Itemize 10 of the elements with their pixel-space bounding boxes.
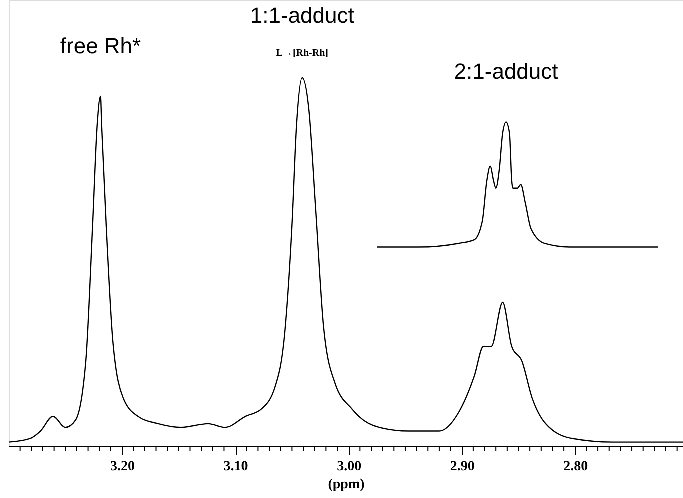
x-tick-label: 3.00 — [337, 460, 362, 474]
x-tick-label: 3.20 — [110, 460, 136, 474]
annotation: free Rh* — [60, 33, 142, 58]
x-axis-title: (ppm) — [328, 478, 366, 492]
x-tick-label: 2.80 — [564, 460, 588, 474]
annotation: L→[Rh-Rh] — [276, 48, 329, 60]
x-tick-label: 2.90 — [450, 460, 475, 474]
annotation: 1:1-adduct — [250, 3, 354, 28]
annotation: 2:1-adduct — [454, 59, 558, 84]
x-tick-label: 3.10 — [224, 460, 248, 474]
